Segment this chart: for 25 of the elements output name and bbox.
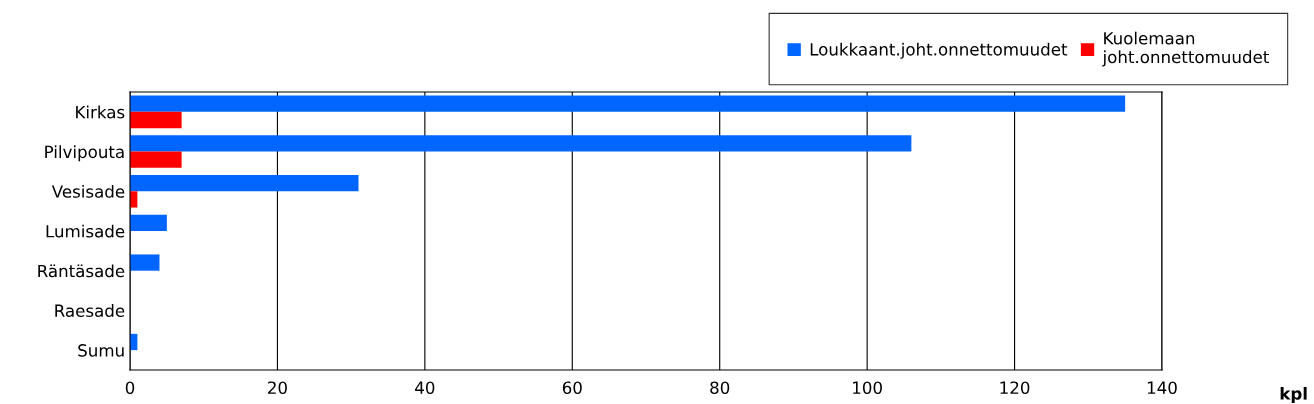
y-tick-label: Räntäsade (38, 264, 125, 278)
x-tick-label: 100 (853, 381, 882, 395)
bar (130, 151, 182, 168)
bar (130, 111, 182, 129)
x-tick-label: 40 (415, 381, 435, 395)
bar (130, 214, 167, 231)
y-tick-label: Vesisade (51, 184, 125, 198)
x-tick-label: 140 (1147, 381, 1177, 395)
x-tick-label: 60 (562, 381, 582, 395)
legend-label: Loukkaant.joht.onnettomuudet (810, 42, 1068, 59)
y-tick-label: Raesade (55, 304, 125, 317)
bar (130, 95, 1126, 112)
legend-label: Kuolemaan joht.onnettomuudet (1102, 31, 1269, 67)
text: kpl (1280, 386, 1307, 404)
y-tick-label: Lumisade (46, 224, 125, 238)
x-tick-label: 20 (268, 381, 287, 395)
x-tick-label: 80 (710, 381, 730, 395)
bar (130, 254, 160, 271)
bar (130, 135, 912, 152)
bar (130, 175, 359, 192)
y-tick-label: Pilvipouta (45, 145, 124, 162)
y-tick-label: Sumu (78, 344, 124, 357)
x-tick-label: 0 (125, 381, 135, 395)
y-tick-label: Kirkas (76, 105, 125, 119)
x-tick-label: 120 (1000, 381, 1030, 395)
